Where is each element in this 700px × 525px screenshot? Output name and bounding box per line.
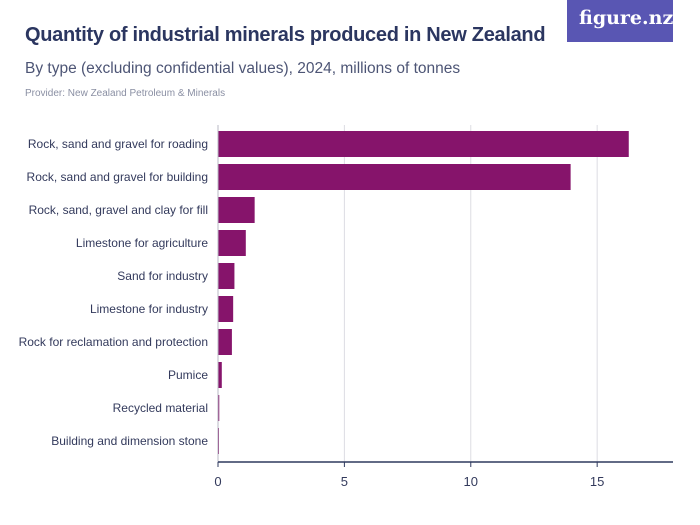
x-tick-label-2: 10 xyxy=(464,474,478,489)
bar-3 xyxy=(218,230,246,256)
bar-8 xyxy=(218,395,220,421)
bar-5 xyxy=(218,296,234,322)
category-label-6: Rock for reclamation and protection xyxy=(19,335,208,349)
category-label-4: Sand for industry xyxy=(117,269,208,283)
category-label-0: Rock, sand and gravel for roading xyxy=(28,137,208,151)
category-label-8: Recycled material xyxy=(113,401,208,415)
chart-title: Quantity of industrial minerals produced… xyxy=(25,24,546,46)
bar-2 xyxy=(218,197,255,223)
category-label-7: Pumice xyxy=(168,368,208,382)
x-tick-label-3: 15 xyxy=(590,474,604,489)
bar-0 xyxy=(218,131,629,157)
category-label-1: Rock, sand and gravel for building xyxy=(27,170,208,184)
category-label-2: Rock, sand, gravel and clay for fill xyxy=(29,203,208,217)
chart-subtitle: By type (excluding confidential values),… xyxy=(25,60,461,77)
category-label-5: Limestone for industry xyxy=(90,302,208,316)
category-label-9: Building and dimension stone xyxy=(51,434,208,448)
bar-1 xyxy=(218,164,571,190)
x-tick-label-0: 0 xyxy=(214,474,221,489)
bar-4 xyxy=(218,263,235,289)
bar-7 xyxy=(218,362,222,388)
figure-nz-logo[interactable]: figure.nz xyxy=(567,0,673,42)
bar-6 xyxy=(218,329,232,355)
provider-note: Provider: New Zealand Petroleum & Minera… xyxy=(25,88,226,99)
category-label-3: Limestone for agriculture xyxy=(76,236,208,250)
x-tick-label-1: 5 xyxy=(341,474,348,489)
